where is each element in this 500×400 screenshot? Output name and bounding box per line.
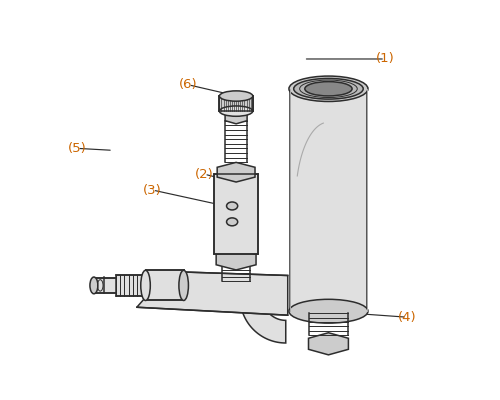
Polygon shape: [216, 249, 256, 270]
Polygon shape: [240, 286, 286, 343]
Ellipse shape: [179, 270, 188, 300]
Bar: [116, 274, 146, 296]
Ellipse shape: [220, 106, 253, 116]
Ellipse shape: [90, 277, 98, 294]
Ellipse shape: [226, 218, 237, 226]
Ellipse shape: [226, 202, 237, 210]
Ellipse shape: [141, 270, 150, 300]
Bar: [220, 96, 253, 111]
Polygon shape: [308, 333, 348, 355]
Ellipse shape: [289, 76, 368, 102]
Bar: [94, 278, 116, 293]
Text: (3): (3): [144, 184, 162, 196]
Text: (5): (5): [68, 142, 86, 155]
Bar: [146, 270, 184, 300]
Ellipse shape: [294, 78, 363, 99]
Polygon shape: [137, 272, 288, 315]
Ellipse shape: [220, 91, 253, 101]
Polygon shape: [217, 162, 255, 182]
Text: (1): (1): [376, 52, 394, 66]
Bar: [214, 174, 258, 254]
Ellipse shape: [305, 82, 352, 96]
Polygon shape: [225, 111, 247, 124]
Text: (2): (2): [195, 168, 214, 181]
Text: (6): (6): [179, 78, 198, 91]
Ellipse shape: [289, 299, 368, 323]
Text: (4): (4): [398, 311, 416, 324]
Bar: [290, 89, 367, 311]
